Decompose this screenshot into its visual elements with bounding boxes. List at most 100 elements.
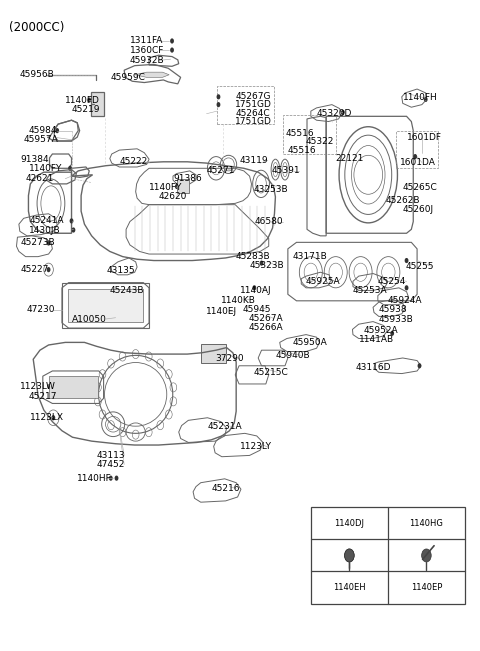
Text: 45255: 45255	[406, 262, 434, 271]
Circle shape	[216, 102, 220, 107]
Text: 1123LX: 1123LX	[30, 413, 64, 422]
Circle shape	[87, 98, 91, 103]
Circle shape	[252, 285, 256, 290]
Circle shape	[260, 260, 264, 266]
Text: 45320D: 45320D	[317, 109, 352, 118]
Text: 45260J: 45260J	[403, 204, 434, 214]
Text: (2000CC): (2000CC)	[9, 21, 65, 35]
Text: 45264C: 45264C	[235, 109, 270, 118]
Text: 45940B: 45940B	[276, 351, 311, 360]
Text: 1311FA: 1311FA	[130, 36, 163, 46]
Text: 1140DJ: 1140DJ	[335, 519, 364, 528]
Circle shape	[424, 97, 428, 102]
Bar	[68, 289, 144, 322]
Text: 45254: 45254	[378, 277, 406, 286]
Text: 43119: 43119	[240, 156, 269, 165]
Text: 45227: 45227	[21, 265, 49, 274]
Text: 45253A: 45253A	[353, 286, 387, 295]
Text: 1123LY: 1123LY	[240, 443, 272, 452]
Text: 45938: 45938	[379, 305, 408, 314]
Circle shape	[216, 94, 220, 100]
Bar	[62, 283, 149, 328]
Circle shape	[345, 549, 354, 562]
Text: 45267G: 45267G	[235, 92, 271, 101]
Text: 45516: 45516	[286, 129, 314, 138]
Text: 1140EH: 1140EH	[333, 583, 366, 592]
Text: 1601DF: 1601DF	[407, 133, 442, 142]
Text: 42621: 42621	[25, 174, 54, 183]
Text: 43253B: 43253B	[253, 185, 288, 193]
Text: 91384: 91384	[21, 155, 49, 163]
Text: 1430JB: 1430JB	[29, 225, 61, 234]
Circle shape	[418, 363, 421, 368]
Circle shape	[422, 550, 430, 561]
Text: 1751GD: 1751GD	[235, 100, 272, 109]
Text: 45391: 45391	[272, 167, 300, 175]
Text: 43135: 43135	[107, 266, 135, 275]
Text: 1141AB: 1141AB	[359, 335, 394, 344]
Circle shape	[55, 128, 59, 133]
Circle shape	[405, 285, 408, 290]
Text: 45322: 45322	[306, 137, 335, 146]
Text: 45952A: 45952A	[363, 326, 398, 335]
Text: 45956B: 45956B	[20, 70, 55, 79]
Text: 1140EJ: 1140EJ	[205, 307, 237, 316]
Circle shape	[170, 38, 174, 44]
Text: 45984: 45984	[28, 126, 57, 135]
Text: 42620: 42620	[158, 193, 187, 201]
Bar	[177, 178, 189, 193]
Text: 45933B: 45933B	[379, 314, 414, 324]
Text: 1140KB: 1140KB	[221, 296, 256, 305]
Circle shape	[47, 240, 50, 245]
Circle shape	[175, 184, 179, 189]
Text: 45216: 45216	[211, 484, 240, 493]
Circle shape	[72, 227, 75, 232]
Text: 45217: 45217	[28, 393, 57, 402]
Circle shape	[390, 331, 394, 336]
Text: 45925A: 45925A	[306, 277, 341, 286]
Text: 37290: 37290	[215, 354, 244, 363]
Text: 1140HF: 1140HF	[77, 474, 112, 482]
Text: 45243B: 45243B	[110, 286, 144, 295]
Circle shape	[48, 384, 51, 389]
Circle shape	[341, 110, 345, 115]
Text: 1140FD: 1140FD	[65, 96, 100, 105]
Text: 1140HG: 1140HG	[409, 519, 444, 528]
Text: 45266A: 45266A	[249, 323, 283, 332]
Bar	[396, 131, 438, 169]
Bar	[201, 344, 226, 363]
Text: 91386: 91386	[173, 174, 202, 183]
Text: 43171B: 43171B	[293, 252, 327, 261]
Text: 45241A: 45241A	[29, 216, 64, 225]
Circle shape	[413, 154, 417, 159]
Text: 1751GD: 1751GD	[235, 117, 272, 126]
Text: 45215C: 45215C	[253, 368, 288, 377]
Bar	[311, 507, 465, 603]
Circle shape	[115, 476, 119, 480]
Text: 47452: 47452	[96, 460, 125, 469]
Text: 1140AJ: 1140AJ	[240, 286, 272, 295]
Text: 43113: 43113	[96, 451, 125, 460]
Text: 45283B: 45283B	[235, 252, 270, 261]
Circle shape	[170, 48, 174, 53]
Bar	[91, 92, 104, 117]
Text: 1601DA: 1601DA	[400, 158, 436, 167]
Text: 45323B: 45323B	[250, 261, 284, 270]
Text: 45222: 45222	[120, 158, 148, 166]
Text: 45231A: 45231A	[207, 422, 242, 432]
Text: 43116D: 43116D	[356, 363, 391, 372]
Text: A10050: A10050	[72, 314, 107, 324]
Text: 45959C: 45959C	[111, 73, 145, 82]
Text: 1123LW: 1123LW	[20, 382, 56, 391]
Circle shape	[345, 549, 354, 562]
Bar	[283, 115, 336, 154]
Text: 45265C: 45265C	[403, 184, 437, 192]
Circle shape	[68, 166, 72, 171]
Circle shape	[405, 258, 408, 263]
Text: 1140FH: 1140FH	[403, 93, 437, 102]
Text: 1140FY: 1140FY	[149, 184, 182, 192]
Text: 45932B: 45932B	[130, 56, 165, 65]
Text: 46580: 46580	[254, 217, 283, 226]
Text: 45957A: 45957A	[24, 135, 59, 145]
Circle shape	[47, 267, 50, 272]
